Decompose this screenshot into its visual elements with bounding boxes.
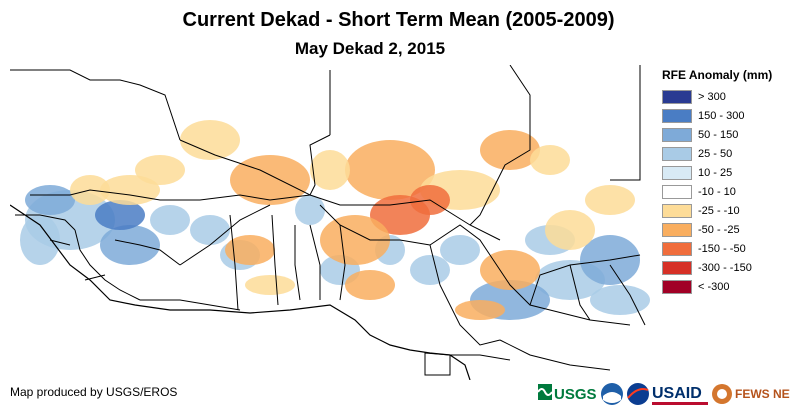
usgs-logo: USGS	[538, 384, 597, 403]
anomaly-patch	[585, 185, 635, 215]
legend-swatch	[662, 241, 692, 256]
legend-item: 150 - 300	[662, 106, 792, 125]
legend-title: RFE Anomaly (mm)	[662, 68, 773, 82]
legend-swatch	[662, 222, 692, 237]
anomaly-patch	[545, 210, 595, 250]
legend-swatch	[662, 108, 692, 123]
noaa-logo	[601, 383, 623, 405]
legend-label: > 300	[698, 90, 726, 103]
legend-item: < -300	[662, 277, 792, 296]
usgs-logo-text: USGS	[554, 386, 597, 403]
legend-label: -300 - -150	[698, 261, 752, 274]
anomaly-patch	[530, 145, 570, 175]
country-borders	[10, 65, 646, 376]
anomaly-patch	[320, 215, 390, 265]
legend-item: -150 - -50	[662, 239, 792, 258]
legend-swatch	[662, 146, 692, 161]
legend-label: 150 - 300	[698, 109, 745, 122]
legend-label: 10 - 25	[698, 166, 733, 179]
anomaly-patch	[25, 185, 75, 215]
anomaly-patch	[480, 130, 540, 170]
anomaly-patch	[480, 250, 540, 290]
map-title: Current Dekad - Short Term Mean (2005-20…	[182, 9, 615, 31]
anomaly-patch	[180, 120, 240, 160]
nasa-logo	[627, 383, 649, 405]
usaid-logo: USAID	[652, 382, 708, 405]
anomaly-patch	[190, 215, 230, 245]
legend-swatch	[662, 184, 692, 199]
anomaly-patch	[345, 270, 395, 300]
legend-swatch	[662, 127, 692, 142]
legend-swatch	[662, 279, 692, 294]
legend-label: -150 - -50	[698, 242, 746, 255]
legend-item: 50 - 150	[662, 125, 792, 144]
anomaly-patch	[225, 235, 275, 265]
legend-label: -50 - -25	[698, 223, 740, 236]
legend-swatch	[662, 165, 692, 180]
anomaly-patch	[95, 200, 145, 230]
legend-swatch	[662, 203, 692, 218]
fews-logo-text: FEWS NET	[735, 387, 790, 401]
anomaly-patch	[345, 140, 435, 200]
legend-items: > 300 150 - 300 50 - 150 25 - 50 10 - 25…	[662, 87, 792, 296]
fews-net-logo: FEWS NET	[712, 384, 790, 404]
legend-item: -300 - -150	[662, 258, 792, 277]
anomaly-patch	[245, 275, 295, 295]
anomaly-patch	[310, 150, 350, 190]
legend-item: -50 - -25	[662, 220, 792, 239]
anomaly-patch	[295, 195, 325, 225]
usaid-logo-text: USAID	[652, 385, 702, 402]
legend-item: 25 - 50	[662, 144, 792, 163]
anomaly-patch	[230, 155, 310, 205]
anomaly-patch	[100, 225, 160, 265]
legend-label: -25 - -10	[698, 204, 740, 217]
anomaly-patch	[455, 300, 505, 320]
map-subtitle: May Dekad 2, 2015	[294, 39, 446, 58]
anomaly-patch	[440, 235, 480, 265]
legend-item: 10 - 25	[662, 163, 792, 182]
legend-item: > 300	[662, 87, 792, 106]
legend-item: -10 - 10	[662, 182, 792, 201]
anomaly-raster-layer	[20, 120, 650, 320]
credit-text: Map produced by USGS/EROS	[10, 385, 178, 399]
legend-label: -10 - 10	[698, 185, 736, 198]
coastline	[10, 204, 471, 380]
anomaly-patch	[590, 285, 650, 315]
anomaly-patch	[135, 155, 185, 185]
legend-label: < -300	[698, 280, 730, 293]
anomaly-patch	[150, 205, 190, 235]
anomaly-patch	[410, 255, 450, 285]
anomaly-patch	[20, 215, 60, 265]
legend: RFE Anomaly (mm) > 300 150 - 300 50 - 15…	[662, 68, 792, 296]
legend-label: 50 - 150	[698, 128, 739, 141]
legend-label: 25 - 50	[698, 147, 733, 160]
legend-item: -25 - -10	[662, 201, 792, 220]
legend-swatch	[662, 89, 692, 104]
anomaly-map	[10, 65, 650, 380]
legend-swatch	[662, 260, 692, 275]
